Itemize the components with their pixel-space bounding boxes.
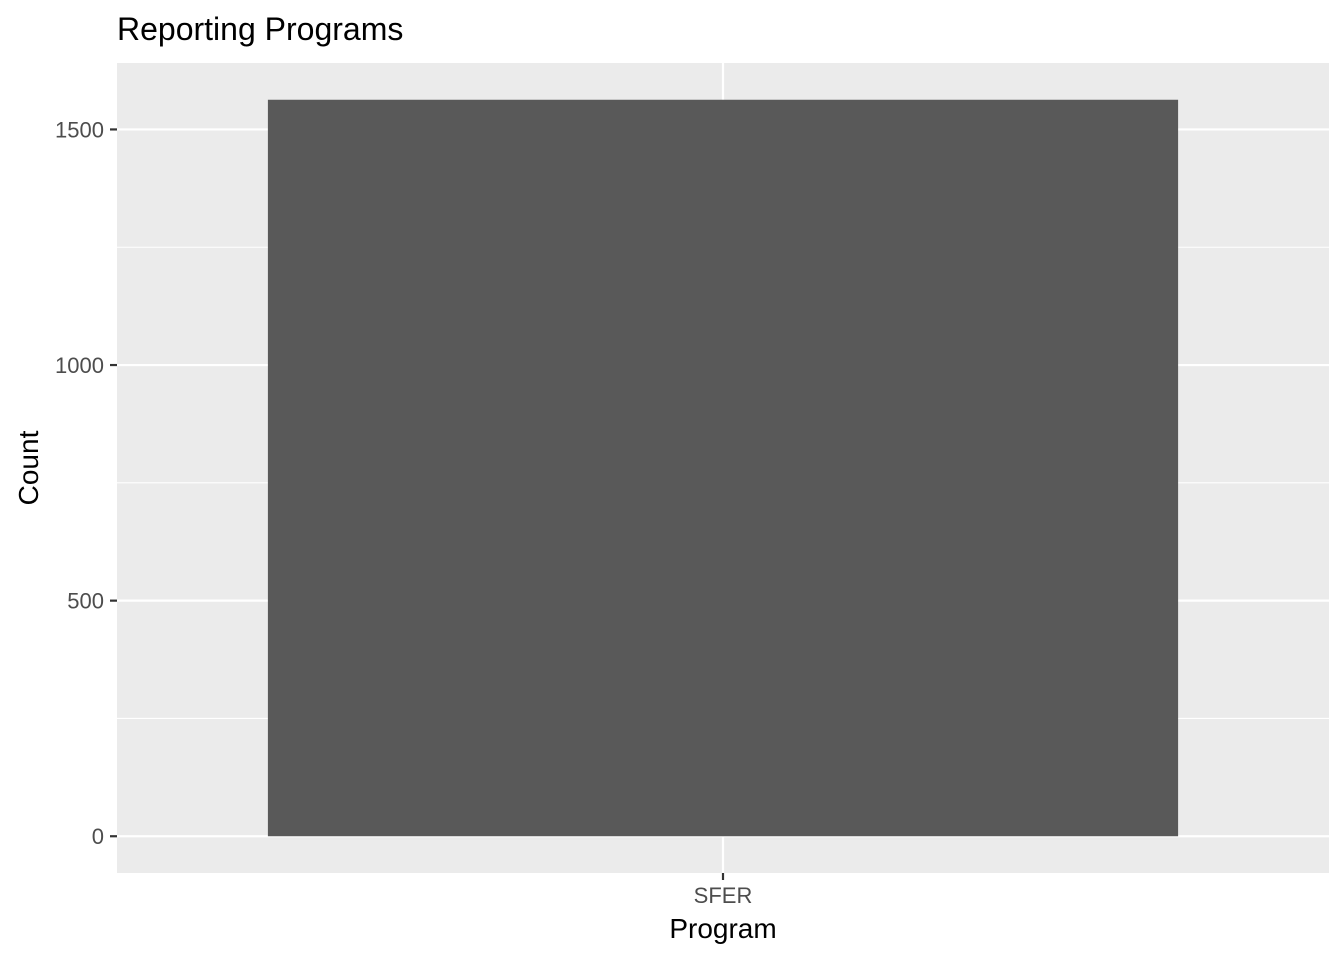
x-axis: SFER bbox=[694, 873, 753, 908]
bars bbox=[267, 99, 1179, 837]
y-tick-label: 500 bbox=[67, 589, 104, 614]
y-axis-title: Count bbox=[13, 430, 44, 505]
bar-sfer bbox=[267, 99, 1179, 837]
x-tick-label: SFER bbox=[694, 883, 753, 908]
x-axis-title: Program bbox=[669, 913, 776, 944]
y-tick-label: 1500 bbox=[55, 117, 104, 142]
chart-title: Reporting Programs bbox=[117, 11, 403, 47]
y-axis: 0 500 1000 1500 bbox=[55, 117, 117, 849]
y-tick-label: 1000 bbox=[55, 353, 104, 378]
y-tick-label: 0 bbox=[92, 824, 104, 849]
